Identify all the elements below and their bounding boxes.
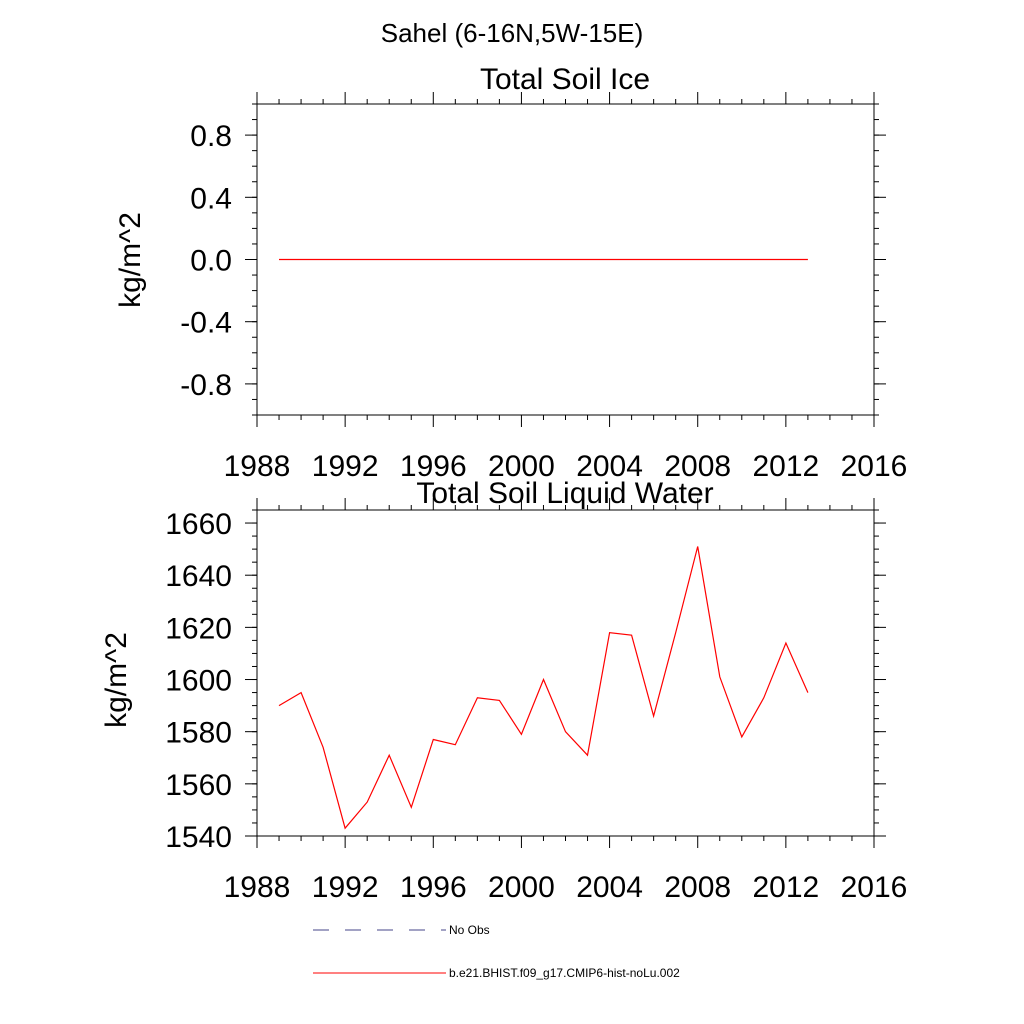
x-tick-label: 2000	[488, 450, 555, 483]
x-tick-label: 1996	[400, 450, 467, 483]
x-tick-label: 2004	[576, 871, 643, 904]
y-tick-label: 1540	[165, 821, 232, 854]
x-tick-label: 2008	[664, 871, 731, 904]
y-tick-label: 1640	[165, 560, 232, 593]
x-tick-label: 2008	[664, 450, 731, 483]
y-axis-label: kg/m^2	[100, 632, 133, 728]
chart-title: Total Soil Ice	[480, 63, 650, 96]
x-tick-label: 2000	[488, 871, 555, 904]
x-tick-label: 1992	[312, 871, 379, 904]
y-tick-label: 1560	[165, 769, 232, 802]
y-tick-label: -0.8	[180, 369, 232, 402]
x-tick-label: 2016	[841, 871, 908, 904]
chart-panel-soil-liquid-water: Total Soil Liquid Water kg/m^2 1988 1992 1…	[100, 477, 907, 904]
y-tick-label: -0.4	[180, 307, 232, 340]
chart-title: Total Soil Liquid Water	[416, 477, 713, 510]
y-tick-label: 0.4	[190, 182, 232, 215]
y-tick-label: 0.0	[190, 245, 232, 278]
x-tick-label: 2012	[752, 871, 819, 904]
x-tick-label: 1988	[224, 871, 291, 904]
y-tick-label: 1660	[165, 508, 232, 541]
x-tick-label: 2016	[841, 450, 908, 483]
y-tick-label: 1580	[165, 717, 232, 750]
series-line	[278, 546, 809, 830]
x-tick-label: 2012	[752, 450, 819, 483]
x-tick-label: 1996	[400, 871, 467, 904]
y-tick-label: 0.8	[190, 120, 232, 153]
y-axis-label: kg/m^2	[114, 212, 147, 308]
chart-panel-soil-ice: Total Soil Ice kg/m^2 1988 1992 1996 2000 20…	[114, 63, 907, 483]
x-tick-label: 1992	[312, 450, 379, 483]
y-tick-label: 1600	[165, 665, 232, 698]
x-tick-label: 2004	[576, 450, 643, 483]
figure-main-title: Sahel (6-16N,5W-15E)	[381, 18, 644, 48]
y-tick-label: 1620	[165, 612, 232, 645]
x-tick-label: 1988	[224, 450, 291, 483]
legend-label-no-obs: No Obs	[449, 923, 490, 937]
legend-label-model-run: b.e21.BHIST.f09_g17.CMIP6-hist-noLu.002	[449, 966, 680, 980]
legend: No Obs b.e21.BHIST.f09_g17.CMIP6-hist-no…	[313, 923, 680, 980]
